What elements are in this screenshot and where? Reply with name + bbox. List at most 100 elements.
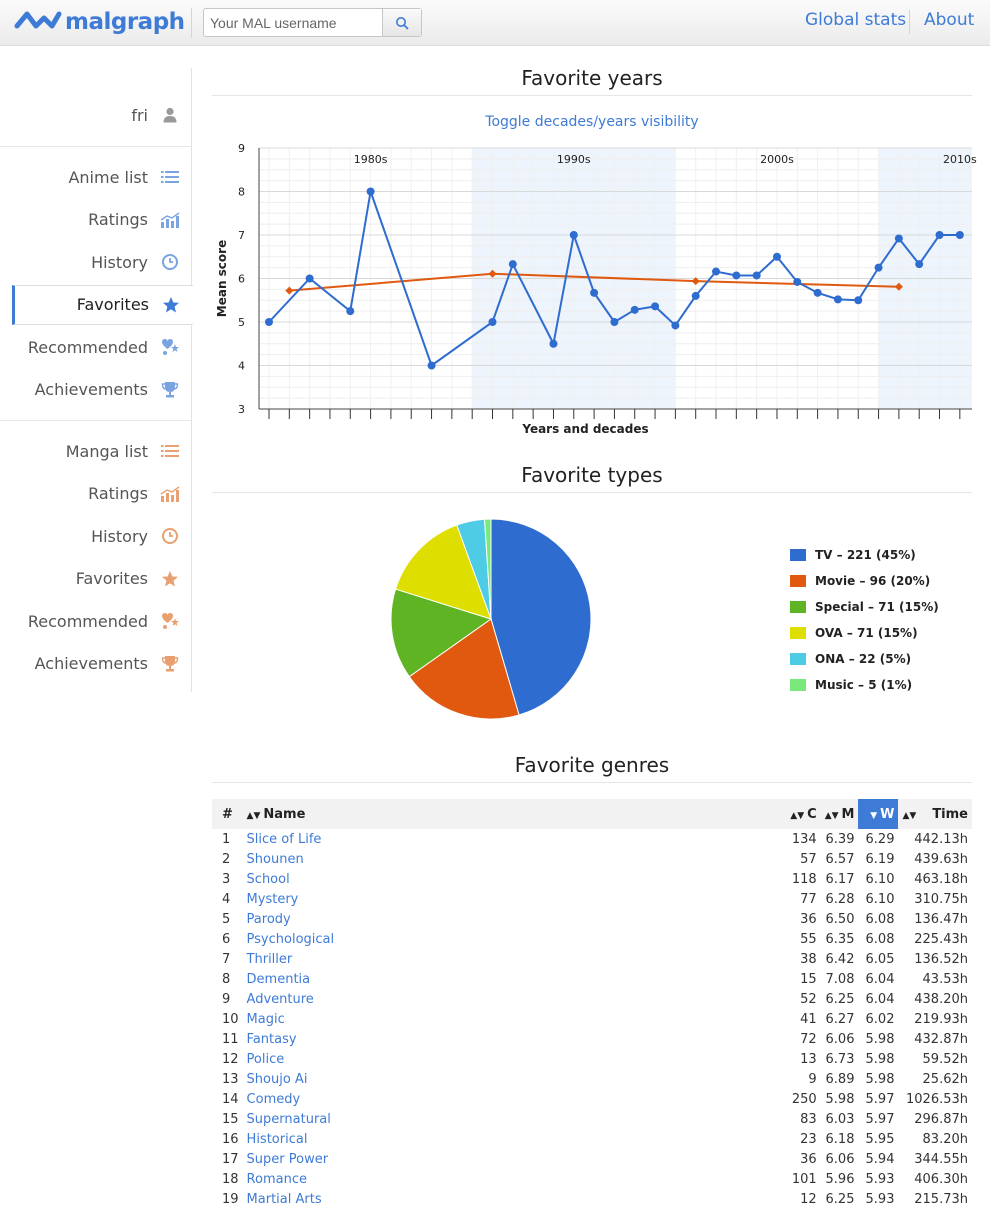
time-cell: 344.55h (914, 1151, 968, 1167)
genre-link[interactable]: Shoujo Ai (246, 1071, 308, 1087)
global-stats-link[interactable]: Global stats (805, 10, 907, 30)
genre-link[interactable]: Shounen (246, 851, 304, 867)
y-tick-label: 7 (238, 229, 245, 242)
row-index: 13 (222, 1071, 239, 1087)
pie-slice-ova[interactable] (394, 524, 492, 620)
genre-link[interactable]: Comedy (246, 1091, 301, 1107)
genre-link[interactable]: Fantasy (246, 1031, 297, 1047)
name-cell: School (243, 869, 783, 889)
trophy-icon (160, 654, 180, 674)
sidebar-item-anime-achievements[interactable]: Achievements (0, 370, 192, 410)
genre-link[interactable]: Magic (246, 1011, 285, 1027)
genre-link[interactable]: Super Power (246, 1151, 329, 1167)
sidebar-item-label: Recommended (27, 611, 148, 631)
count-cell: 72 (800, 1031, 817, 1047)
username-search-input[interactable] (204, 9, 382, 36)
year-point (366, 187, 375, 196)
row-index: 11 (222, 1031, 239, 1047)
trophy-icon (160, 380, 180, 400)
legend-item[interactable]: Movie – 96 (20%) (790, 568, 939, 594)
row-index: 12 (222, 1051, 239, 1067)
logo[interactable]: malgraph (14, 6, 185, 38)
year-point (813, 288, 822, 297)
table-header-row: # ▲▼ Name ▲▼ C ▲▼ M ▼ W ▲▼ Time (212, 799, 972, 829)
row-index: 10 (222, 1011, 239, 1027)
row-index: 17 (222, 1151, 239, 1167)
sidebar-item-anime-history[interactable]: History (0, 242, 192, 282)
legend-item[interactable]: Music – 5 (1%) (790, 672, 939, 698)
mean-cell: 5.98 (825, 1091, 855, 1107)
count-cell: 13 (800, 1051, 817, 1067)
column-header-time[interactable]: ▲▼ Time (898, 799, 972, 829)
sidebar-item-anime-recommended[interactable]: Recommended (0, 327, 192, 367)
sidebar-item-manga-achievements[interactable]: Achievements (0, 644, 192, 684)
time-cell: 1026.53h (906, 1091, 968, 1107)
count-cell: 36 (800, 1151, 817, 1167)
sidebar-item-manga-manga-list[interactable]: Manga list (0, 431, 192, 471)
genre-link[interactable]: Adventure (246, 991, 314, 1007)
legend-item[interactable]: OVA – 71 (15%) (790, 620, 939, 646)
genre-link[interactable]: Parody (246, 911, 291, 927)
sidebar-item-manga-recommended[interactable]: Recommended (0, 601, 192, 641)
pie-slice-special[interactable] (390, 588, 493, 678)
genre-link[interactable]: Dementia (246, 971, 311, 987)
time-cell: 59.52h (922, 1051, 968, 1067)
column-header-label: M (841, 806, 855, 822)
genre-link[interactable]: Mystery (246, 891, 299, 907)
table-row: 17 Super Power 36 6.06 5.94 344.55h (212, 1149, 972, 1169)
pie-slice-movie[interactable] (408, 618, 520, 720)
genre-link[interactable]: Slice of Life (246, 831, 322, 847)
genre-link[interactable]: Psychological (246, 931, 335, 947)
sidebar-item-manga-ratings[interactable]: Ratings (0, 474, 192, 514)
legend-label: OVA – 71 (15%) (815, 626, 918, 640)
pie-slice-tv[interactable] (490, 518, 592, 716)
search-button[interactable] (382, 9, 421, 36)
sidebar-item-anime-favorites[interactable]: Favorites (12, 284, 193, 325)
decade-label: 1990s (557, 153, 591, 166)
recommended-icon (160, 611, 180, 631)
favorite-types-title: Favorite types (521, 463, 663, 487)
genre-link[interactable]: Thriller (246, 951, 293, 967)
column-header-mean[interactable]: ▲▼ M (821, 799, 859, 829)
column-header-count[interactable]: ▲▼ C (783, 799, 821, 829)
year-point (427, 361, 436, 370)
sidebar-item-manga-history[interactable]: History (0, 516, 192, 556)
name-cell: Historical (243, 1129, 783, 1149)
genre-link[interactable]: Police (246, 1051, 285, 1067)
year-point (488, 318, 497, 326)
row-index: 1 (222, 831, 231, 847)
sidebar-item-anime-anime-list[interactable]: Anime list (0, 157, 192, 197)
year-point (508, 260, 517, 269)
weighted-cell: 6.04 (865, 971, 895, 987)
divider (191, 8, 192, 38)
y-tick-label: 9 (238, 142, 245, 155)
count-cell: 83 (800, 1111, 817, 1127)
legend-item[interactable]: ONA – 22 (5%) (790, 646, 939, 672)
sidebar-item-label: Manga list (65, 441, 148, 461)
pie-slice-music[interactable] (484, 518, 492, 620)
year-point (305, 274, 314, 283)
sidebar-item-manga-favorites[interactable]: Favorites (0, 559, 192, 599)
mean-cell: 6.27 (825, 1011, 855, 1027)
genre-link[interactable]: Supernatural (246, 1111, 331, 1127)
toggle-decades-years-link[interactable]: Toggle decades/years visibility (485, 114, 699, 130)
row-index: 19 (222, 1191, 239, 1207)
sidebar-item-label: Ratings (88, 484, 148, 503)
column-header-name[interactable]: ▲▼ Name (243, 799, 783, 829)
about-link[interactable]: About (924, 10, 975, 30)
genre-link[interactable]: School (246, 871, 290, 887)
y-tick-label: 5 (238, 316, 245, 329)
column-header-label: C (807, 806, 817, 822)
legend-item[interactable]: Special – 71 (15%) (790, 594, 939, 620)
genre-link[interactable]: Martial Arts (246, 1191, 322, 1207)
name-cell: Martial Arts (243, 1189, 783, 1209)
name-cell: Thriller (243, 949, 783, 969)
name-cell: Slice of Life (243, 829, 783, 849)
column-header-weighted[interactable]: ▼ W (858, 799, 899, 829)
sidebar-item-anime-ratings[interactable]: Ratings (0, 200, 192, 240)
legend-item[interactable]: TV – 221 (45%) (790, 542, 939, 568)
genre-link[interactable]: Romance (246, 1171, 307, 1187)
year-point (630, 305, 639, 314)
genre-link[interactable]: Historical (246, 1131, 308, 1147)
sidebar-user[interactable]: fri (0, 95, 192, 135)
